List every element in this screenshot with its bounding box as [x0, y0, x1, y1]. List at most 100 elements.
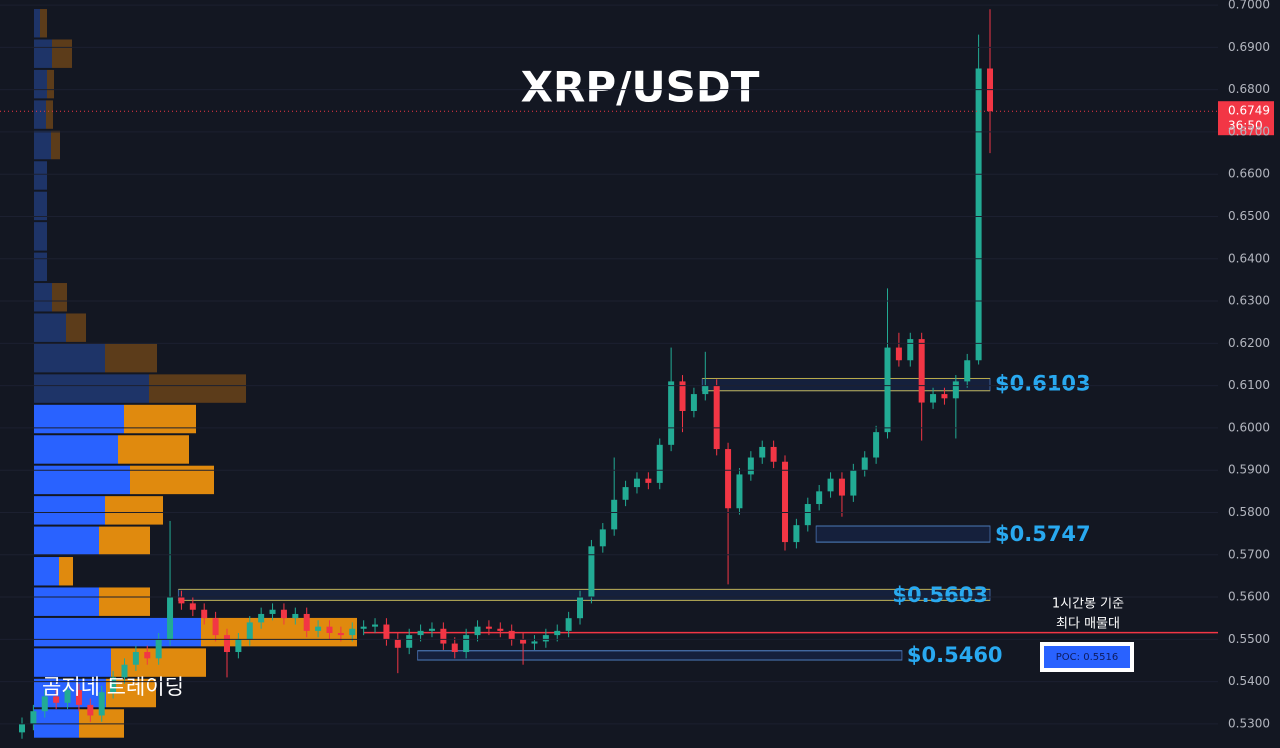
profile-buy [34, 526, 99, 556]
candle-body [565, 618, 572, 631]
candle-body [337, 632, 344, 636]
y-tick-label: 0.6800 [1228, 82, 1270, 96]
candle-body [964, 360, 971, 382]
candle-body [759, 446, 766, 458]
price-tag-value: 0.6749 [1228, 104, 1270, 118]
candle-body [315, 626, 322, 631]
price-tag [1218, 101, 1274, 136]
y-tick-label: 0.7000 [1228, 0, 1270, 12]
profile-buy [34, 404, 124, 434]
candle-body [873, 432, 880, 458]
profile-buy [34, 435, 118, 464]
candle-body [690, 394, 697, 411]
candle-body [577, 597, 584, 619]
poc-note: 1시간봉 기준 [1052, 597, 1124, 612]
candle-body [508, 630, 515, 640]
candle-body [497, 628, 504, 631]
candle-body [406, 635, 413, 648]
profile-buy [34, 191, 47, 221]
profile-sell [149, 374, 246, 403]
y-tick-label: 0.6500 [1228, 209, 1270, 223]
y-tick-label: 0.6100 [1228, 378, 1270, 392]
candle-body [884, 347, 891, 433]
candle-body [428, 628, 435, 631]
candle-body [782, 461, 789, 543]
profile-buy [34, 617, 201, 647]
profile-buy [34, 283, 52, 312]
zone [177, 588, 991, 601]
zones [177, 377, 1218, 661]
y-tick-label: 0.6000 [1228, 420, 1270, 434]
candle-body [611, 499, 618, 530]
watermark: 곰지네 트레이딩 [42, 675, 184, 699]
candle-body [930, 394, 937, 403]
profile-buy [34, 222, 47, 251]
candle-body [98, 692, 105, 716]
y-tick-label: 0.5900 [1228, 463, 1270, 477]
candle-body [702, 385, 709, 395]
y-tick-label: 0.5600 [1228, 590, 1270, 604]
candle-body [770, 446, 777, 462]
candle-body [895, 347, 902, 361]
candle-body [326, 626, 333, 633]
profile-buy [34, 39, 52, 68]
candle-body [19, 723, 25, 733]
profile-sell [66, 313, 86, 342]
candle-body [451, 643, 458, 653]
candle-body [588, 546, 595, 598]
candle-body [223, 635, 230, 653]
zone [701, 377, 991, 392]
profile-buy [34, 252, 47, 282]
candle-body [485, 626, 492, 629]
profile-buy [34, 100, 46, 129]
profile-sell [105, 343, 157, 373]
profile-buy [34, 496, 105, 525]
candle-body [952, 381, 959, 399]
candle-body [201, 609, 208, 619]
zone-label: $0.5460 [907, 643, 1003, 667]
profile-sell [124, 404, 196, 434]
candle-body [75, 690, 82, 705]
candle-body [713, 385, 720, 450]
profile-sell [40, 9, 47, 38]
chart-title: XRP/USDT [521, 63, 760, 112]
y-tick-label: 0.6900 [1228, 40, 1270, 54]
candle-body [679, 381, 686, 411]
candle-body [30, 711, 37, 724]
y-tick-label: 0.6400 [1228, 251, 1270, 265]
candle-body [725, 449, 732, 509]
poc-label: POC: 0.5516 [1056, 652, 1118, 663]
candle-body [531, 641, 538, 644]
profile-sell [52, 283, 67, 312]
y-tick-label: 0.6600 [1228, 167, 1270, 181]
candle-body [668, 381, 675, 445]
candle-body [793, 525, 800, 543]
candle-body [918, 339, 925, 403]
candle-body [622, 487, 629, 500]
candle-body [736, 474, 743, 509]
candle-body [633, 478, 640, 488]
candle-body [144, 652, 151, 659]
profile-sell [118, 435, 189, 464]
zone [815, 525, 991, 543]
profile-buy [34, 130, 51, 160]
candle-body [87, 704, 94, 716]
candle-body [258, 613, 265, 623]
profile-buy [34, 648, 111, 677]
profile-sell [105, 496, 163, 525]
candle-body [292, 613, 299, 619]
candle-body [383, 624, 390, 640]
profile-buy [34, 557, 59, 586]
y-tick-label: 0.5400 [1228, 674, 1270, 688]
profile-buy [34, 313, 66, 342]
candle-body [53, 696, 60, 703]
candle-body [542, 635, 549, 642]
candle-body [212, 618, 219, 636]
profile-buy [34, 374, 149, 403]
candle-body [838, 478, 845, 496]
profile-sell [47, 69, 54, 99]
profile-sell [46, 100, 53, 129]
